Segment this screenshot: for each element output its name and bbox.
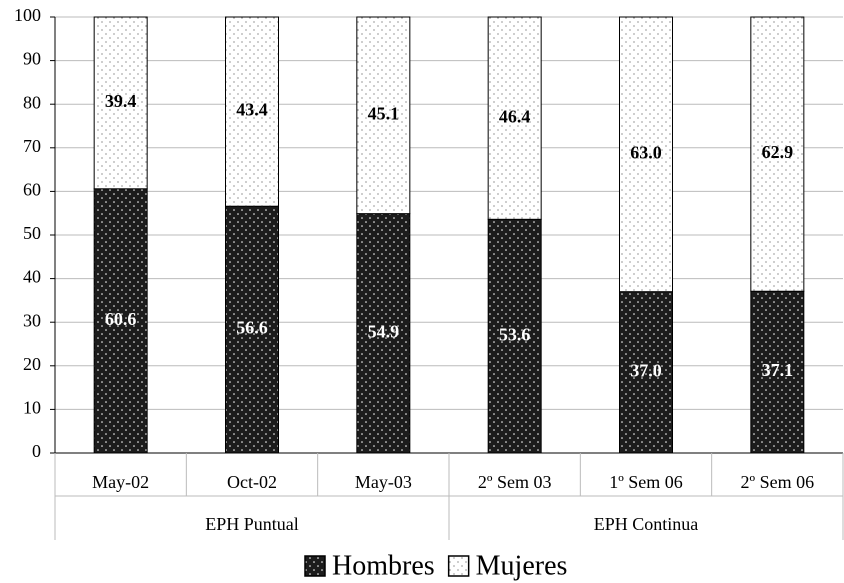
bar-segment xyxy=(750,16,805,292)
value-label: 62.9 xyxy=(762,142,794,162)
x-tick-label: 2º Sem 03 xyxy=(478,472,552,492)
y-tick-label: 50 xyxy=(23,223,41,243)
group-label: EPH Puntual xyxy=(205,514,299,534)
value-label: 37.0 xyxy=(630,360,662,380)
bar-segment xyxy=(619,291,673,454)
value-label: 39.4 xyxy=(105,91,137,111)
x-tick-label: May-02 xyxy=(92,472,149,492)
value-label: 43.4 xyxy=(236,100,268,120)
bar-segment xyxy=(356,213,411,454)
y-tick-label: 30 xyxy=(23,310,41,330)
value-label: 45.1 xyxy=(368,103,400,123)
y-tick-label: 0 xyxy=(32,441,41,461)
legend-swatch xyxy=(304,555,326,577)
y-tick-label: 80 xyxy=(23,92,41,112)
bar-segment xyxy=(619,16,673,293)
legend-swatch xyxy=(447,555,470,577)
y-tick-label: 100 xyxy=(14,5,41,25)
legend-label: Mujeres xyxy=(476,550,568,581)
value-label: 46.4 xyxy=(499,106,531,126)
value-label: 60.6 xyxy=(105,309,137,329)
value-label: 37.1 xyxy=(762,360,794,380)
value-label: 54.9 xyxy=(368,321,400,341)
y-tick-label: 70 xyxy=(23,136,41,156)
value-label: 56.6 xyxy=(236,318,268,338)
legend-label: Hombres xyxy=(332,550,435,581)
y-tick-label: 40 xyxy=(23,267,41,287)
group-label: EPH Continua xyxy=(594,514,699,534)
value-label: 53.6 xyxy=(499,324,531,344)
y-tick-label: 60 xyxy=(23,180,41,200)
y-tick-label: 10 xyxy=(23,398,41,418)
x-tick-label: Oct-02 xyxy=(227,472,277,492)
x-tick-label: May-03 xyxy=(355,472,412,492)
x-tick-label: 1º Sem 06 xyxy=(609,472,683,492)
bar-segment xyxy=(225,16,279,207)
bar-segment xyxy=(356,16,411,215)
bar-segment xyxy=(487,218,542,454)
bar-segment xyxy=(93,16,148,190)
y-tick-label: 20 xyxy=(23,354,41,374)
x-tick-label: 2º Sem 06 xyxy=(741,472,815,492)
y-tick-label: 90 xyxy=(23,49,41,69)
bar-segment xyxy=(487,16,542,220)
bar-segment xyxy=(93,188,148,454)
value-label: 63.0 xyxy=(630,142,662,162)
